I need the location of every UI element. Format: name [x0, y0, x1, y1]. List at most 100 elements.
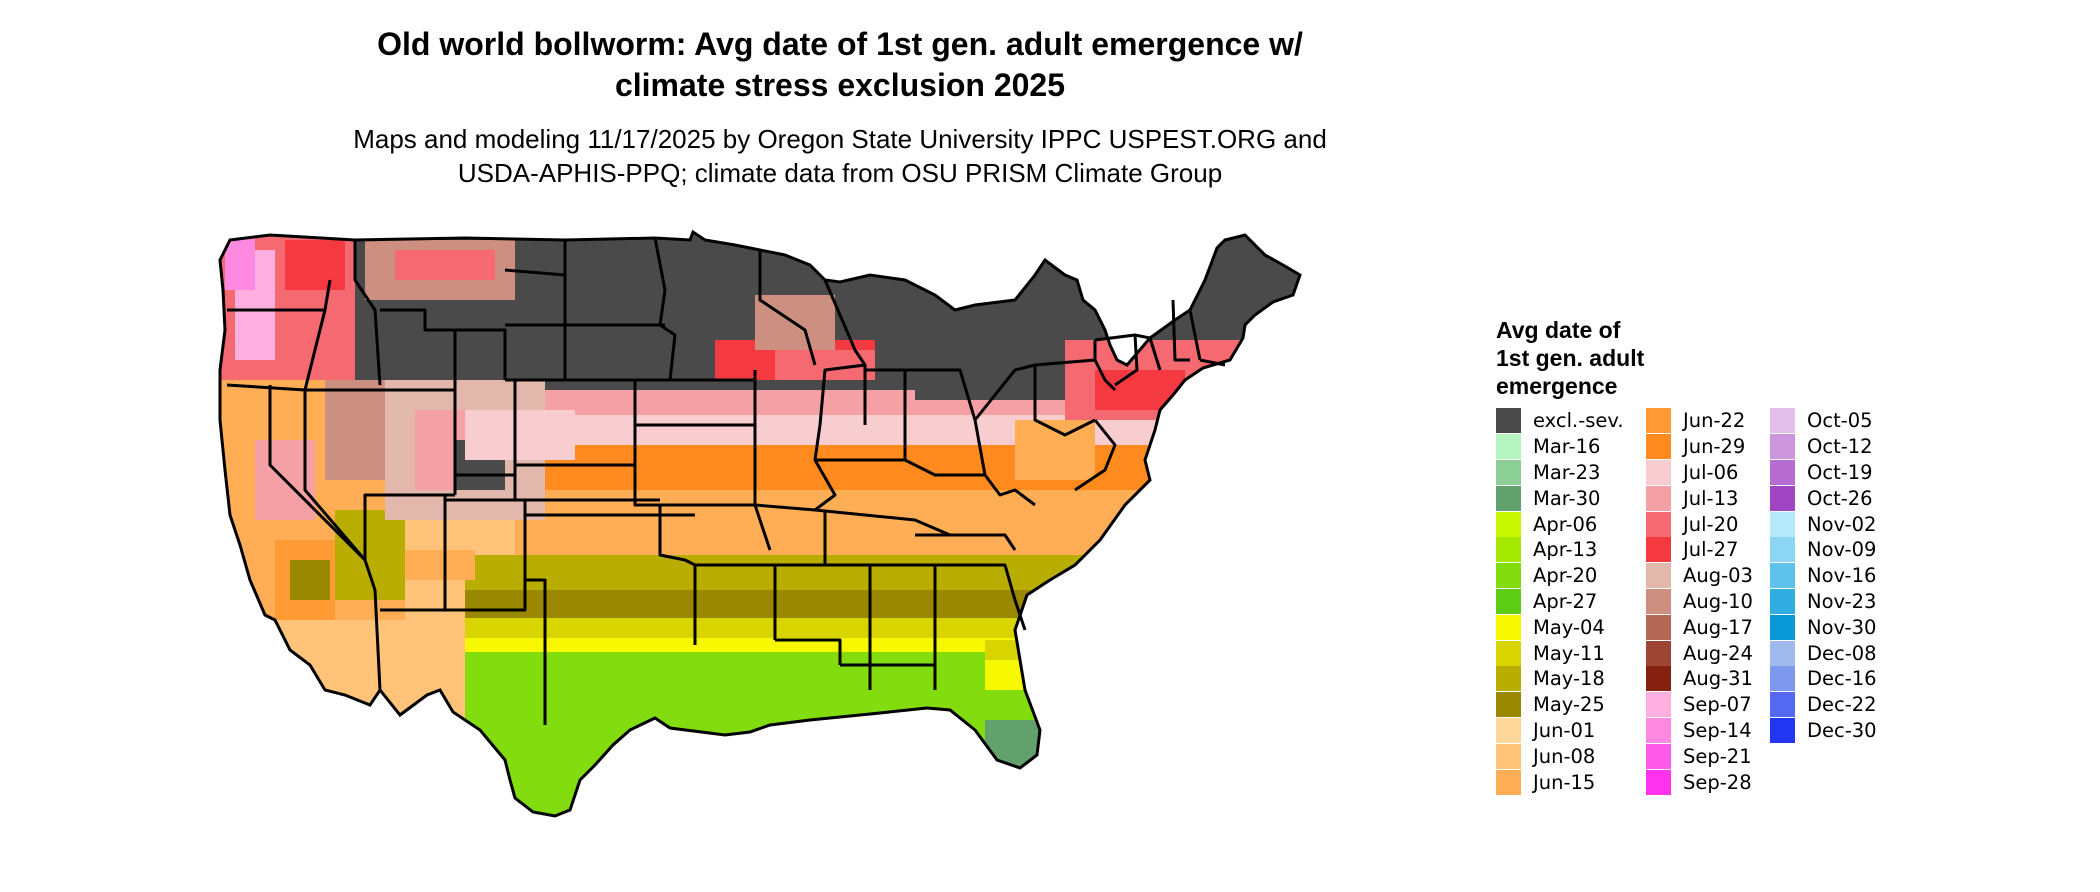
legend-swatch [1770, 717, 1795, 743]
legend-label: Jul-20 [1683, 512, 1739, 536]
legend-swatch [1770, 692, 1795, 718]
legend-label: Apr-27 [1533, 589, 1598, 613]
legend-swatch [1496, 434, 1521, 460]
legend-item: Aug-24 [1646, 640, 1753, 666]
legend-swatch [1646, 692, 1671, 718]
legend-label: May-11 [1533, 641, 1605, 665]
legend-item: Jul-20 [1646, 511, 1753, 537]
legend-swatch [1646, 769, 1671, 795]
legend-swatch [1646, 485, 1671, 511]
legend-swatch [1496, 408, 1521, 434]
legend-item: Mar-16 [1496, 434, 1624, 460]
legend-item: Aug-17 [1646, 614, 1753, 640]
map-title: Old world bollworm: Avg date of 1st gen.… [200, 24, 1480, 106]
legend-swatch [1770, 588, 1795, 614]
legend-item: Sep-14 [1646, 717, 1753, 744]
legend-item: Oct-19 [1770, 459, 1877, 486]
legend-swatch [1646, 717, 1671, 743]
legend-label: Dec-30 [1807, 718, 1877, 742]
legend-item: Mar-30 [1496, 485, 1624, 511]
legend-item: Sep-07 [1646, 692, 1753, 718]
legend-swatch [1770, 614, 1795, 640]
legend-item: May-25 [1496, 692, 1624, 718]
legend-label: Jul-27 [1683, 538, 1739, 562]
legend-swatch [1646, 743, 1671, 769]
legend-item: Mar-23 [1496, 459, 1624, 486]
legend-label: Mar-23 [1533, 460, 1601, 484]
legend-item: Sep-28 [1646, 769, 1753, 795]
legend-title: Avg date of 1st gen. adult emergence [1496, 316, 1716, 400]
legend-label: Jun-22 [1683, 409, 1746, 433]
legend-swatch [1496, 666, 1521, 692]
legend-label: Apr-20 [1533, 564, 1598, 588]
legend-label: Nov-23 [1807, 589, 1877, 613]
legend-label: Oct-05 [1807, 409, 1873, 433]
legend-swatch [1496, 588, 1521, 614]
legend-swatch [1646, 511, 1671, 537]
legend-item: excl.-sev. [1496, 408, 1624, 434]
legend-swatch [1646, 563, 1671, 589]
legend-item: Jul-06 [1646, 459, 1753, 486]
legend-item: Jun-29 [1646, 434, 1753, 460]
legend-item: Dec-08 [1770, 640, 1877, 666]
legend-item: Dec-22 [1770, 692, 1877, 718]
legend-column-3: Oct-05 Oct-12 Oct-19 Oct-26 Nov-02 Nov-09 Nov-… [1770, 408, 1877, 743]
map-title-line-2: climate stress exclusion 2025 [614, 67, 1066, 103]
legend-swatch [1770, 459, 1795, 485]
legend-label: Nov-30 [1807, 615, 1877, 639]
legend-swatch [1496, 769, 1521, 795]
legend-label: Nov-16 [1807, 564, 1877, 588]
legend-title-line: Avg date of [1496, 317, 1621, 343]
map-subtitle-line-2: USDA-APHIS-PPQ; climate data from OSU PR… [457, 158, 1223, 188]
legend-item: Apr-27 [1496, 588, 1624, 615]
legend-swatch [1770, 537, 1795, 563]
legend-label: Sep-28 [1683, 770, 1752, 794]
legend-label: Dec-16 [1807, 667, 1877, 691]
legend-item: Nov-09 [1770, 537, 1877, 563]
legend-item: May-18 [1496, 666, 1624, 692]
legend-label: May-18 [1533, 667, 1605, 691]
legend-item: Dec-30 [1770, 717, 1877, 744]
legend-label: Aug-31 [1683, 667, 1753, 691]
legend-item: Nov-02 [1770, 511, 1877, 537]
legend-item: Nov-16 [1770, 563, 1877, 589]
legend-swatch [1770, 563, 1795, 589]
legend-label: Aug-03 [1683, 564, 1753, 588]
legend-swatch [1646, 666, 1671, 692]
legend-item: May-11 [1496, 640, 1624, 666]
legend-item: Jun-08 [1496, 743, 1624, 769]
legend-item: Jul-13 [1646, 485, 1753, 511]
legend-swatch [1646, 434, 1671, 460]
legend-item: Aug-03 [1646, 563, 1753, 589]
legend-title-line: 1st gen. adult [1496, 345, 1645, 371]
legend-label: Nov-02 [1807, 512, 1877, 536]
legend-label: excl.-sev. [1533, 409, 1624, 433]
legend-swatch [1496, 537, 1521, 563]
legend-label: Apr-06 [1533, 512, 1598, 536]
legend-label: Oct-12 [1807, 435, 1873, 459]
legend-swatch [1496, 563, 1521, 589]
legend-item: Dec-16 [1770, 666, 1877, 692]
legend-column-1: excl.-sev. Mar-16 Mar-23 Mar-30 Apr-06 Apr-13… [1496, 408, 1624, 795]
legend-item: Sep-21 [1646, 743, 1753, 769]
legend-title-line: emergence [1496, 373, 1618, 399]
legend-swatch [1770, 434, 1795, 460]
legend-label: Dec-22 [1807, 693, 1877, 717]
legend-swatch [1770, 408, 1795, 434]
legend-item: Oct-05 [1770, 408, 1877, 434]
legend-label: Nov-09 [1807, 538, 1877, 562]
legend-item: Aug-10 [1646, 588, 1753, 615]
legend-label: Jul-06 [1683, 460, 1739, 484]
legend-swatch [1770, 666, 1795, 692]
legend-label: Oct-26 [1807, 486, 1873, 510]
legend-label: Jun-08 [1533, 744, 1596, 768]
legend-swatch [1646, 408, 1671, 434]
legend-item: Aug-31 [1646, 666, 1753, 692]
legend-swatch [1496, 692, 1521, 718]
legend-swatch [1770, 511, 1795, 537]
legend-label: May-04 [1533, 615, 1605, 639]
legend-swatch [1496, 717, 1521, 743]
legend-label: Aug-24 [1683, 641, 1753, 665]
legend-label: Aug-17 [1683, 615, 1753, 639]
legend-column-2: Jun-22 Jun-29 Jul-06 Jul-13 Jul-20 Jul-27 Aug-… [1646, 408, 1753, 795]
